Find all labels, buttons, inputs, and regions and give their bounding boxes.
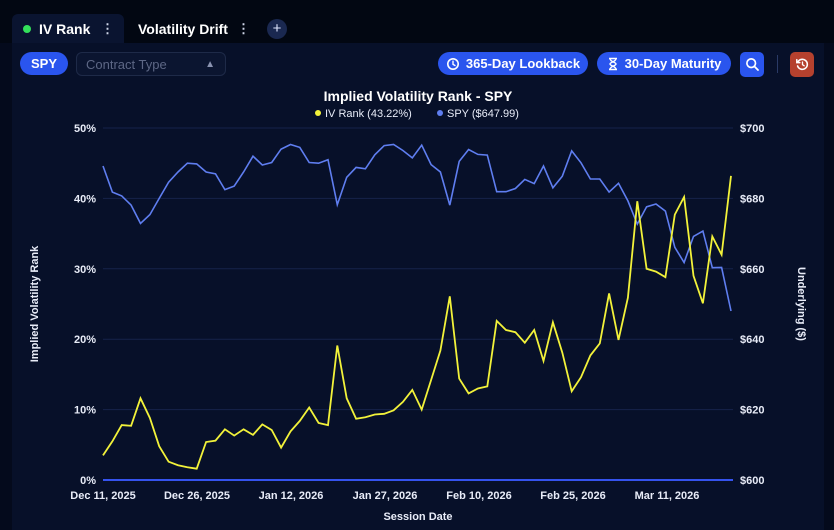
chart-title: Implied Volatility Rank - SPY [324, 88, 513, 104]
legend-spy-marker [437, 110, 443, 116]
maturity-button[interactable]: 30-Day Maturity [597, 52, 731, 75]
x-axis-title: Session Date [383, 511, 452, 523]
search-button[interactable] [740, 52, 764, 77]
legend-iv-marker [315, 110, 321, 116]
hourglass-icon [608, 57, 617, 70]
y2-tick-label: $600 [740, 475, 764, 487]
y-tick-label: 30% [74, 264, 96, 276]
contract-type-select[interactable]: Contract Type ▲︎ [76, 52, 226, 76]
spy-series-line [102, 143, 732, 312]
symbol-button[interactable]: SPY [20, 52, 68, 75]
x-axis-ticks: Dec 11, 2025 Dec 26, 2025 Jan 12, 2026 Jan … [70, 490, 699, 502]
tab-menu-icon[interactable]: ⋮ [101, 20, 114, 36]
iv-rank-series-line [102, 175, 732, 470]
tab-bar: IV Rank ⋮ Volatility Drift ⋮ + [0, 0, 834, 43]
add-tab-button[interactable]: + [267, 19, 287, 39]
x-tick-label: Mar 11, 2026 [635, 490, 700, 502]
toolbar-divider [777, 55, 778, 73]
history-reset-icon [795, 58, 808, 71]
chart-grid [103, 127, 733, 411]
reset-button[interactable] [790, 52, 814, 77]
right-axis-ticks: $600 $620 $640 $660 $680 $700 [740, 123, 764, 487]
x-tick-label: Dec 11, 2025 [70, 490, 135, 502]
y-tick-label: 50% [74, 123, 96, 135]
y2-tick-label: $620 [740, 405, 764, 417]
chart-legend: IV Rank (43.22%) SPY ($647.99) [315, 108, 519, 120]
maturity-label: 30-Day Maturity [624, 56, 722, 71]
y-axis-title: Implied Volatility Rank [29, 245, 41, 362]
lookback-button[interactable]: 365-Day Lookback [438, 52, 588, 75]
y2-tick-label: $660 [740, 264, 764, 276]
tab-iv-rank[interactable]: IV Rank ⋮ [12, 14, 124, 43]
y2-axis-title: Underlying ($) [795, 267, 807, 341]
left-axis-ticks: 0% 10% 20% 30% 40% 50% [74, 123, 96, 487]
symbol-label: SPY [30, 56, 57, 71]
y-tick-label: 40% [74, 193, 96, 205]
tab-volatility-drift[interactable]: Volatility Drift ⋮ [138, 14, 254, 43]
y2-tick-label: $700 [740, 123, 764, 135]
y2-tick-label: $640 [740, 334, 764, 346]
y-tick-label: 10% [74, 405, 96, 417]
tab-menu-icon[interactable]: ⋮ [237, 20, 250, 36]
y-tick-label: 0% [80, 475, 96, 487]
x-tick-label: Jan 27, 2026 [353, 490, 418, 502]
lookback-label: 365-Day Lookback [465, 56, 581, 71]
legend-spy[interactable]: SPY ($647.99) [447, 108, 519, 120]
history-icon [446, 57, 459, 70]
search-icon [745, 58, 759, 71]
x-tick-label: Feb 25, 2026 [540, 490, 605, 502]
x-tick-label: Jan 12, 2026 [259, 490, 324, 502]
chevron-updown-icon: ▲︎ [205, 58, 215, 70]
chart-panel [12, 43, 824, 530]
x-tick-label: Dec 26, 2025 [164, 490, 230, 502]
x-tick-label: Feb 10, 2026 [446, 490, 511, 502]
tab-label: IV Rank [39, 20, 91, 37]
y2-tick-label: $680 [740, 193, 764, 205]
contract-type-placeholder: Contract Type [86, 56, 167, 72]
y-tick-label: 20% [74, 334, 96, 346]
tab-label: Volatility Drift [138, 20, 228, 37]
live-status-dot [23, 24, 31, 33]
legend-iv-rank[interactable]: IV Rank (43.22%) [325, 108, 412, 120]
